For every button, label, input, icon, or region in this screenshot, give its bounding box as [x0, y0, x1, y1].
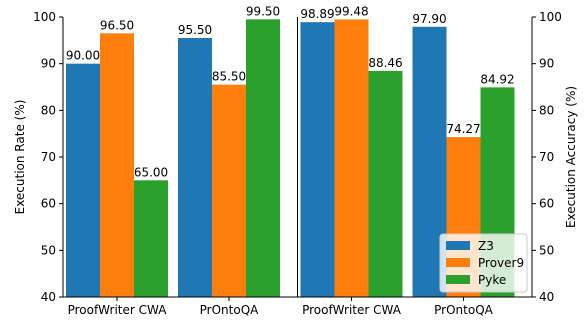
- legend: Z3 Prover9 Pyke: [439, 233, 528, 293]
- left-y-ticks: 40 50 60 70 80 90 100: [33, 10, 63, 304]
- data-label-pyke-2-1: 88.46: [368, 56, 402, 70]
- right-y-tick-label: 60: [539, 197, 554, 211]
- legend-swatch-pyke: [446, 275, 470, 284]
- left-y-tick-label: 50: [41, 243, 56, 257]
- bar-pyke-1-1: [134, 180, 168, 297]
- left-y-tick-label: 100: [33, 10, 56, 24]
- data-label-prover9-2-1: 99.48: [334, 4, 368, 18]
- right-y-tick-label: 90: [539, 57, 554, 71]
- data-label-prover9-2-2: 74.27: [446, 122, 480, 136]
- right-y-tick-label: 80: [539, 103, 554, 117]
- left-y-tick-label: 80: [41, 103, 56, 117]
- right-y-tick-label: 70: [539, 150, 554, 164]
- right-y-axis-title: Execution Accuracy (%): [564, 86, 578, 228]
- x-tick-label: PrOntoQA: [434, 303, 494, 317]
- bar-pyke-1-2: [246, 19, 280, 297]
- bar-pyke-2-1: [368, 70, 403, 297]
- bar-z3-2-1: [300, 22, 335, 298]
- left-y-tick-label: 90: [41, 57, 56, 71]
- legend-swatch-prover9: [446, 258, 470, 267]
- right-y-tick-label: 50: [539, 243, 554, 257]
- data-label-prover9-1-2: 85.50: [212, 70, 246, 84]
- bar-prover9-1-2: [212, 84, 246, 298]
- x-tick-label: ProofWriter CWA: [68, 303, 168, 317]
- data-label-z3-2-2: 97.90: [412, 12, 446, 26]
- x-tick-label: PrOntoQA: [200, 303, 260, 317]
- legend-swatch-z3: [446, 241, 470, 250]
- left-y-tick-label: 70: [41, 150, 56, 164]
- x-ticks: ProofWriter CWA PrOntoQA ProofWriter CWA Pr…: [68, 297, 494, 317]
- right-y-tick-label: 40: [539, 290, 554, 304]
- right-y-tick-label: 100: [539, 10, 562, 24]
- bar-prover9-2-1: [334, 19, 369, 297]
- data-label-pyke-1-1: 65.00: [134, 165, 168, 179]
- data-labels-layer: 90.00 96.50 65.00 95.50 85.50 99.50 98.89 99.48…: [66, 4, 515, 179]
- legend-label-pyke: Pyke: [478, 273, 506, 287]
- data-label-pyke-2-2: 84.92: [480, 72, 514, 86]
- data-label-prover9-1-1: 96.50: [100, 18, 134, 32]
- data-label-z3-1-1: 90.00: [66, 49, 100, 63]
- left-y-axis-title: Execution Rate (%): [13, 100, 27, 215]
- bar-prover9-1-1: [100, 33, 134, 297]
- x-tick-label: ProofWriter CWA: [302, 303, 402, 317]
- bar-z3-1-1: [66, 63, 100, 297]
- left-y-tick-label: 40: [41, 290, 56, 304]
- left-y-tick-label: 60: [41, 197, 56, 211]
- legend-label-z3: Z3: [478, 239, 494, 253]
- right-y-ticks: 40 50 60 70 80 90 100: [532, 10, 562, 304]
- data-label-pyke-1-2: 99.50: [246, 4, 280, 18]
- data-label-z3-1-2: 95.50: [178, 23, 212, 37]
- legend-label-prover9: Prover9: [478, 256, 524, 270]
- data-label-z3-2-1: 98.89: [300, 7, 334, 21]
- bar-z3-1-2: [178, 38, 212, 297]
